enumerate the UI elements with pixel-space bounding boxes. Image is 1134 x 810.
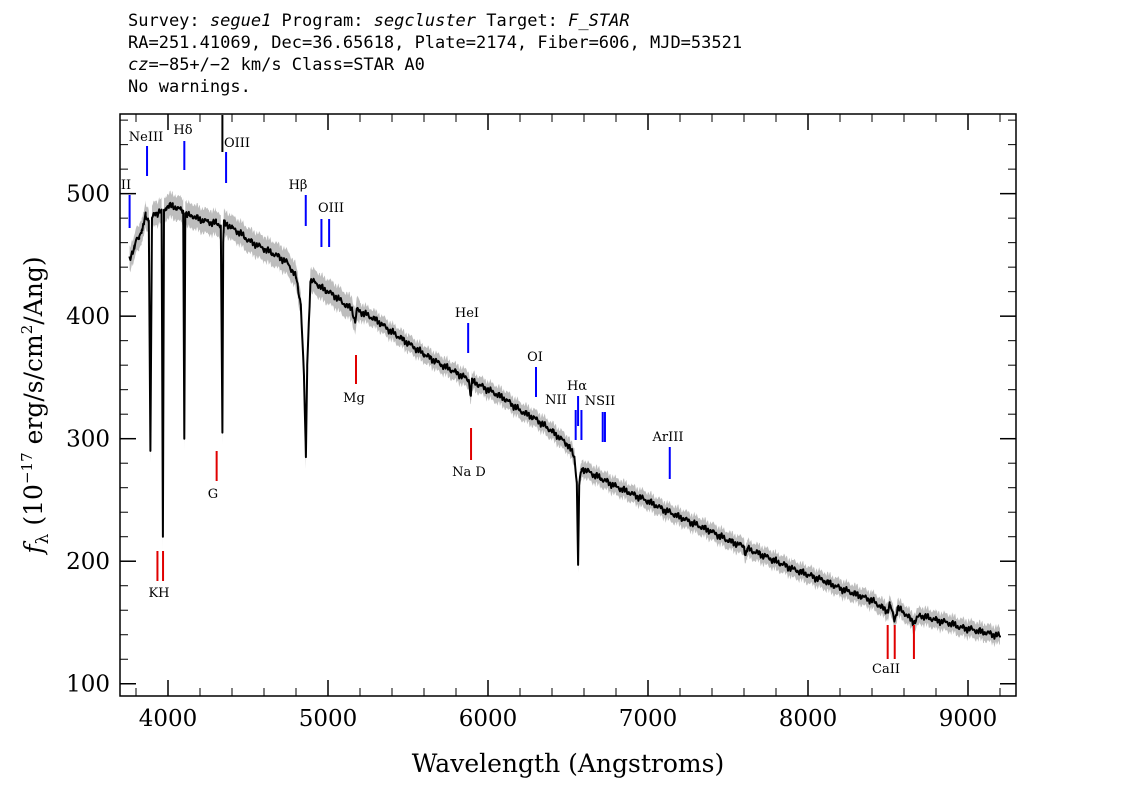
y-tick-label: 200 [66,549,110,575]
cz-value: =−85+/−2 [148,55,231,75]
header-line-survey: Survey: segue1 Program: segcluster Targe… [128,10,742,32]
class-text: km/s Class=STAR A0 [230,55,425,75]
line-label: Hδ [173,123,192,138]
plot-frame [119,113,1017,697]
cz-label: cz [128,55,149,75]
line-label: NSII [585,394,616,409]
line-label: NII [545,393,567,408]
header-line-redshift: cz=−85+/−2 km/s Class=STAR A0 [128,54,742,76]
line-label: Na D [452,465,486,480]
line-label: G [208,487,218,502]
x-tick-label: 9000 [939,706,998,732]
x-tick-label: 6000 [459,706,518,732]
target-value: F_STAR [568,11,630,31]
y-axis-title: fλ (10−17 erg/s/cm2/Ang) [18,256,53,555]
x-tick-label: 7000 [619,706,678,732]
header-line-warnings: No warnings. [128,77,251,97]
x-tick-label: 4000 [139,706,198,732]
line-label: Hα [567,379,587,394]
program-label: Program: [271,11,374,31]
line-label: Mg [343,391,365,406]
x-tick-label: 5000 [299,706,358,732]
line-label: KH [148,586,169,601]
y-tick-label: 400 [66,304,110,330]
spectrum-header: Survey: segue1 Program: segcluster Targe… [128,10,742,98]
target-label: Target: [476,11,569,31]
svg-text:fλ (10−17 erg/s/cm2/Ang): fλ (10−17 erg/s/cm2/Ang) [18,256,53,555]
line-label: II [121,178,131,193]
x-tick-label: 8000 [779,706,838,732]
line-label: Hβ [289,178,308,193]
line-label: CaII [872,662,900,677]
y-tick-label: 100 [66,672,110,698]
y-tick-label: 500 [66,182,110,208]
survey-label: Survey: [128,11,210,31]
header-line-coords: RA=251.41069, Dec=36.65618, Plate=2174, … [128,33,743,53]
spectrum-line [128,201,1001,640]
line-label: ArIII [651,430,683,445]
error-band-area [129,190,1001,648]
spectrum-series [128,201,1001,640]
line-label: NeIII [129,130,163,145]
error-band [129,190,1001,648]
y-tick-label: 300 [66,427,110,453]
axes: 4000 5000 6000 7000 8000 9000 100 200 300 400 500 [66,114,1016,732]
line-label: OI [527,350,543,365]
line-label: OIII [318,201,344,216]
program-value: segcluster [373,11,477,31]
line-label: OIII [224,136,250,151]
survey-value: segue1 [209,11,272,31]
x-axis-title: Wavelength (Angstroms) [412,749,724,778]
line-label: HeI [455,306,479,321]
